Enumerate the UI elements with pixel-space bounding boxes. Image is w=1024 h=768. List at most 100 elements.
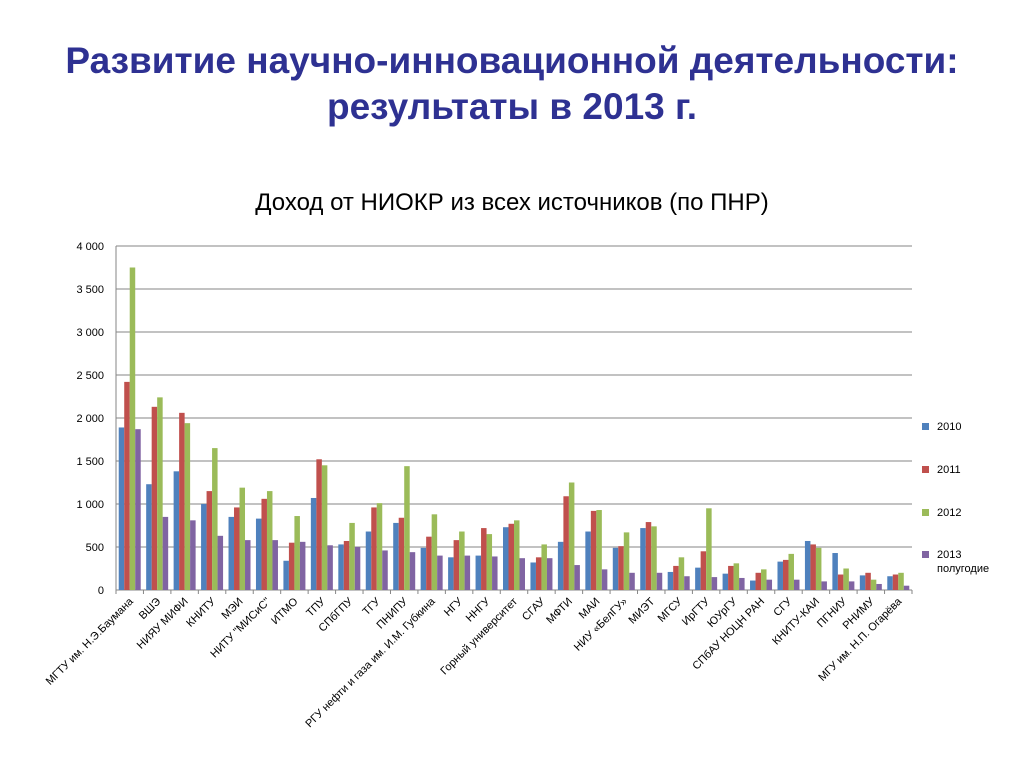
bar-2012-21	[706, 508, 712, 590]
y-tick-label: 4 000	[76, 241, 104, 253]
bar-2011-5	[261, 498, 267, 590]
bar-2011-11	[426, 536, 432, 590]
legend-label-2013-year: 2013	[937, 549, 962, 561]
bar-2010-24	[777, 561, 783, 590]
bar-2012-18	[623, 532, 630, 590]
legend-label-2011: 2011	[937, 464, 961, 476]
bar-2013-24	[793, 579, 800, 590]
bar-2010-23	[750, 580, 756, 590]
bar-2011-21	[700, 551, 707, 590]
bar-2012-8	[349, 522, 355, 590]
legend-swatch-2013	[922, 551, 929, 558]
bar-2013-25	[821, 581, 827, 590]
bar-2012-14	[514, 520, 520, 590]
bar-2010-8	[338, 544, 344, 590]
bar-2012-23	[761, 569, 767, 590]
bar-2013-20	[684, 576, 690, 590]
bar-2012-9	[376, 503, 383, 590]
bar-2011-27	[865, 572, 871, 590]
bar-2013-16	[574, 565, 580, 590]
bar-2010-1	[146, 484, 152, 590]
bar-2013-2	[190, 520, 196, 590]
bar-2012-26	[843, 568, 849, 590]
y-tick-label: 3 000	[76, 327, 104, 339]
bar-2010-0	[118, 427, 125, 590]
bar-2012-24	[788, 553, 794, 590]
legend-label-2012: 2012	[937, 507, 962, 519]
bar-2010-28	[887, 576, 893, 590]
x-tick-label: МГТУ им. Н.Э.Баумана	[44, 595, 137, 688]
bar-2012-22	[733, 563, 740, 590]
bar-2011-14	[508, 523, 514, 590]
bar-2011-13	[481, 528, 487, 590]
bar-2012-1	[157, 397, 163, 590]
y-tick-label: 2 000	[76, 413, 104, 425]
bar-2011-24	[782, 559, 789, 590]
chart-title: Доход от НИОКР из всех источников (по ПН…	[255, 189, 769, 216]
slide-title: Развитие научно-инновационной деятельнос…	[0, 38, 1024, 130]
bar-2013-5	[272, 540, 278, 590]
bar-2010-22	[722, 573, 729, 590]
bar-2011-9	[371, 507, 377, 590]
bar-2012-25	[815, 547, 822, 590]
bar-2012-28	[898, 572, 904, 590]
bar-2011-4	[234, 507, 240, 590]
bar-2012-27	[870, 579, 877, 590]
bar-2013-1	[162, 516, 169, 590]
bar-2010-15	[530, 562, 536, 590]
bar-2012-15	[541, 544, 547, 590]
bar-2013-4	[245, 540, 251, 590]
legend-swatch-2010	[922, 423, 929, 430]
bar-2010-3	[201, 504, 207, 590]
slide-title-line2: результаты в 2013 г.	[326, 86, 698, 127]
bar-2011-0	[124, 381, 130, 590]
bar-2013-22	[739, 577, 745, 590]
legend-swatch-2012	[922, 509, 929, 516]
bar-2010-25	[804, 540, 811, 590]
bar-2012-7	[321, 465, 328, 590]
bar-2012-10	[404, 466, 410, 590]
bar-2010-27	[859, 575, 866, 590]
bar-2011-28	[892, 574, 899, 590]
bar-2012-12	[459, 531, 465, 590]
bar-2010-6	[283, 560, 289, 590]
x-tick-label: СГАУ	[520, 595, 548, 623]
y-tick-label: 500	[86, 542, 104, 554]
bar-2011-22	[728, 565, 734, 590]
bar-2012-17	[596, 510, 602, 590]
x-tick-label: СГУ	[771, 595, 795, 619]
bar-2012-13	[486, 534, 493, 590]
x-tick-label: МФТИ	[544, 596, 575, 627]
bar-2011-7	[316, 459, 322, 590]
bar-2011-6	[288, 542, 295, 590]
x-tick-label: ТПУ	[304, 595, 328, 619]
x-tick-label: НГУ	[442, 595, 466, 619]
bar-2012-6	[294, 516, 300, 590]
bar-2011-8	[343, 540, 350, 590]
bar-2013-3	[217, 535, 224, 590]
bar-2011-26	[837, 574, 844, 590]
bar-2013-26	[848, 581, 855, 590]
x-tick-label: КНИТУ	[184, 595, 219, 630]
bar-2013-13	[492, 556, 498, 590]
bar-2012-4	[239, 487, 246, 590]
bar-2012-16	[568, 482, 575, 590]
slide-title-line1: Развитие научно-инновационной деятельнос…	[65, 40, 959, 81]
bar-2011-23	[755, 572, 762, 590]
bar-2010-19	[640, 528, 646, 590]
bar-2013-19	[656, 572, 663, 590]
bar-2010-26	[832, 553, 838, 590]
bar-2013-27	[876, 583, 882, 590]
bar-2013-11	[437, 555, 443, 590]
bar-2012-20	[678, 557, 685, 590]
x-tick-label: ИТМО	[269, 595, 301, 627]
y-tick-label: 1 500	[76, 456, 104, 468]
bar-2010-14	[503, 527, 509, 590]
bar-2011-18	[618, 546, 624, 590]
y-tick-label: 2 500	[76, 370, 104, 382]
bar-2010-9	[365, 531, 372, 590]
bar-2013-28	[903, 585, 910, 590]
bar-2013-15	[546, 558, 553, 590]
bar-2010-5	[255, 518, 262, 590]
